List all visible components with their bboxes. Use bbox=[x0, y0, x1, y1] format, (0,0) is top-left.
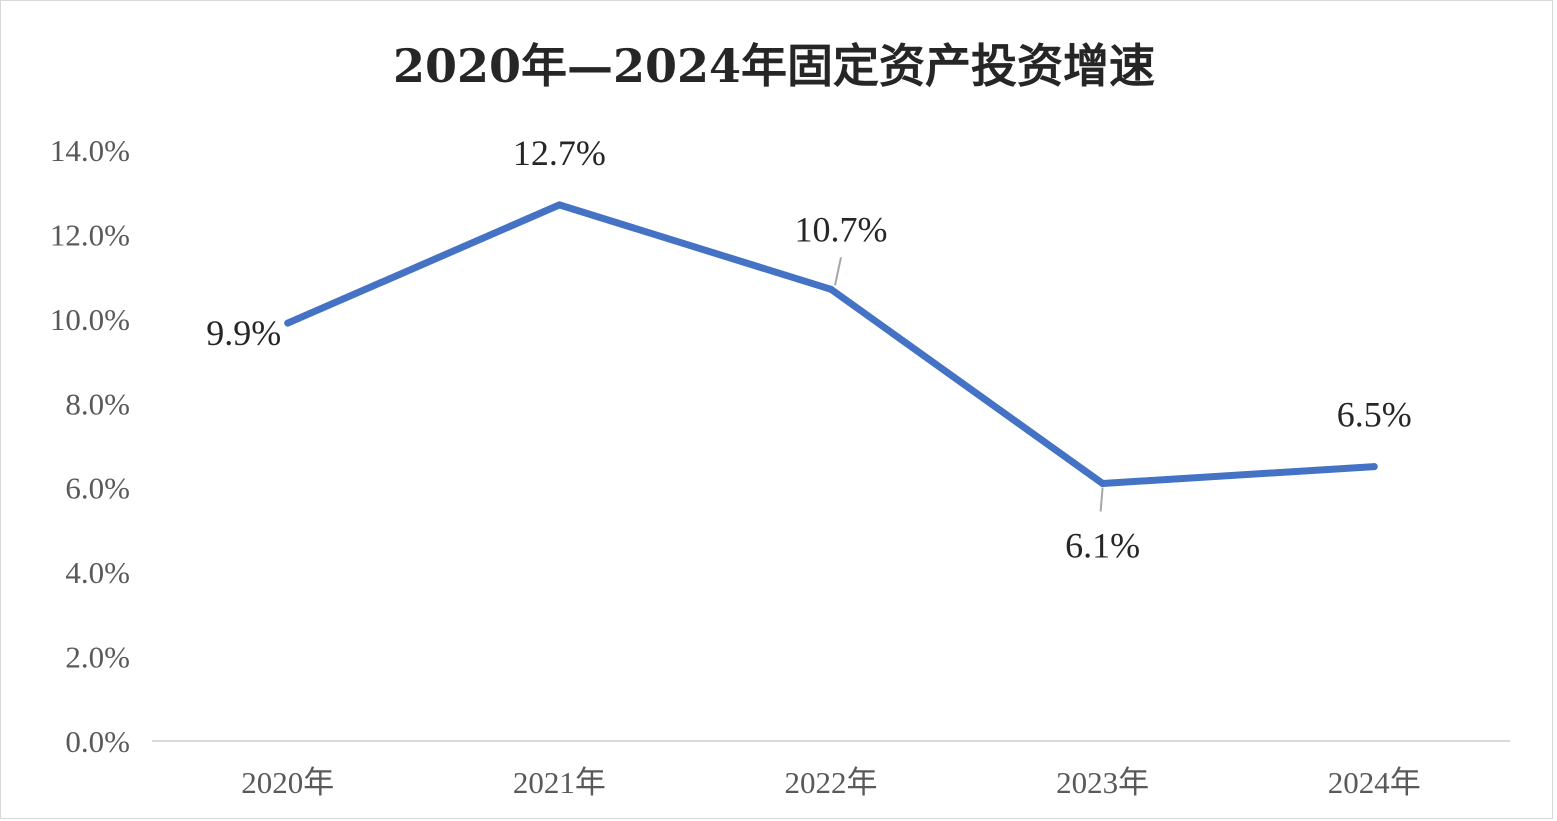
x-tick-label: 2021年 bbox=[513, 765, 606, 800]
data-point bbox=[284, 319, 292, 327]
x-axis: 2020年 2021年 2022年 2023年 2024年 bbox=[241, 765, 1420, 800]
x-tick-label: 2024年 bbox=[1328, 765, 1421, 800]
x-tick-label: 2023年 bbox=[1056, 765, 1149, 800]
data-label: 12.7% bbox=[513, 133, 606, 173]
data-label: 6.5% bbox=[1337, 395, 1412, 435]
y-tick-label: 0.0% bbox=[65, 724, 130, 759]
data-label: 6.1% bbox=[1065, 525, 1140, 565]
y-tick-label: 10.0% bbox=[50, 302, 130, 337]
data-point bbox=[555, 201, 563, 209]
data-label: 10.7% bbox=[795, 209, 888, 249]
x-tick-label: 2020年 bbox=[241, 765, 334, 800]
y-tick-label: 14.0% bbox=[50, 133, 130, 168]
leader-line bbox=[834, 257, 842, 286]
y-tick-label: 12.0% bbox=[50, 217, 130, 252]
y-tick-label: 2.0% bbox=[65, 640, 130, 675]
y-axis: 0.0% 2.0% 4.0% 6.0% 8.0% 10.0% 12.0% 14.0% bbox=[50, 133, 130, 759]
y-tick-label: 4.0% bbox=[65, 555, 130, 590]
data-point bbox=[827, 285, 835, 293]
series-layer bbox=[284, 201, 1378, 487]
chart-title: 2020年—2024年固定资产投资增速 bbox=[393, 39, 1155, 93]
data-labels: 9.9% 12.7% 10.7% 6.1% 6.5% bbox=[206, 133, 1411, 566]
data-point bbox=[1370, 463, 1378, 471]
data-label: 9.9% bbox=[206, 313, 281, 353]
y-tick-label: 6.0% bbox=[65, 471, 130, 506]
x-tick-label: 2022年 bbox=[785, 765, 878, 800]
data-point bbox=[1099, 479, 1107, 487]
y-tick-label: 8.0% bbox=[65, 386, 130, 421]
leader-line bbox=[1099, 487, 1104, 512]
